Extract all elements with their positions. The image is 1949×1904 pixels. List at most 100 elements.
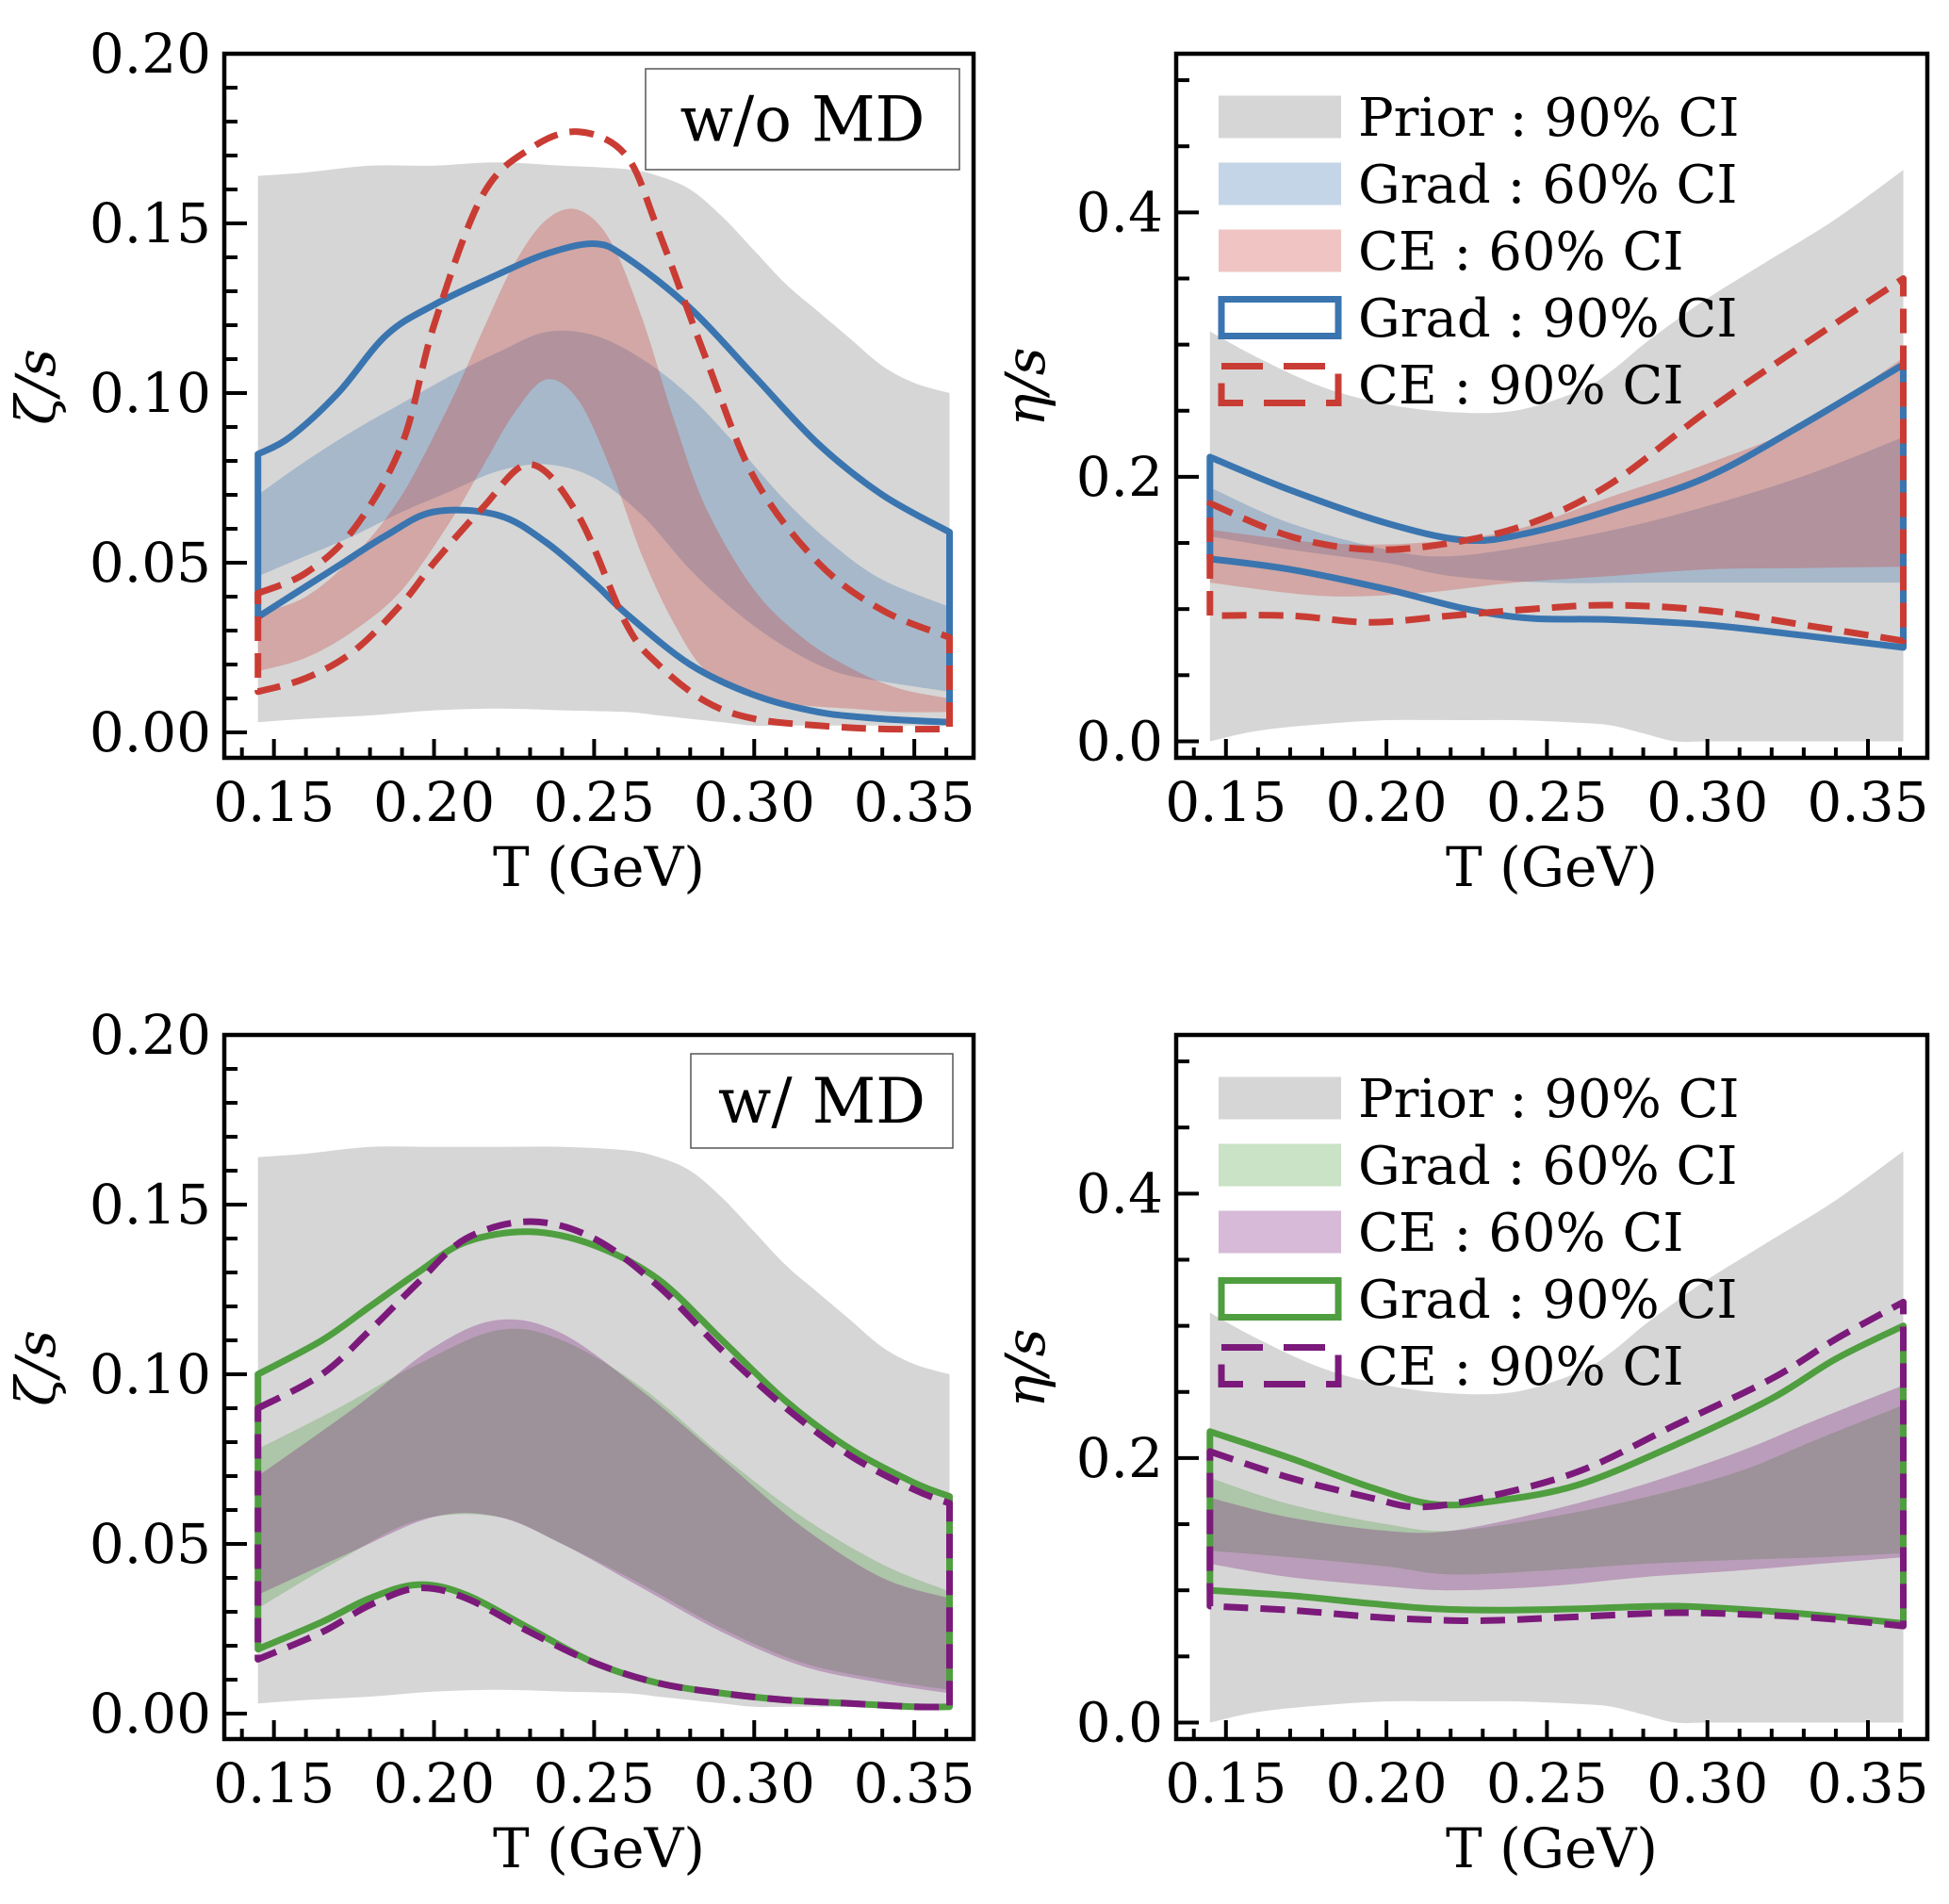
x-tick-label: 0.35: [1807, 1751, 1928, 1815]
legend-label: CE : 90% CI: [1358, 355, 1683, 417]
x-tick-label: 0.35: [854, 1751, 975, 1815]
axes-frame: [221, 1032, 976, 1742]
legend-label: Prior : 90% CI: [1358, 1069, 1740, 1130]
band-ce-60-ci: [257, 208, 950, 713]
plot-area: [1206, 170, 1907, 743]
band-grad-60-ci: [257, 330, 950, 692]
band-ce-60-ci: [1209, 357, 1904, 597]
y-tick-label: 0.05: [90, 1512, 211, 1576]
y-tick-label: 0.0: [1076, 1690, 1163, 1754]
legend-swatch: [1219, 1143, 1341, 1187]
outline-grad-90-ci: [254, 240, 953, 726]
x-tick-label: 0.15: [1165, 1751, 1286, 1815]
x-tick-label: 0.25: [1486, 1751, 1608, 1815]
legend-swatch: [1218, 363, 1342, 406]
x-tick-label: 0.15: [1165, 770, 1286, 834]
y-tick-label: 0.00: [90, 1682, 211, 1746]
legend-item: Grad : 60% CI: [1219, 155, 1737, 216]
plot-area: [1206, 1151, 1907, 1724]
axes-frame: [221, 51, 976, 761]
y-tick-label: 0.10: [90, 361, 211, 425]
x-tick-label: 0.25: [1486, 770, 1608, 834]
plot-area: [254, 1146, 953, 1711]
band-grad-60-ci: [1209, 1404, 1904, 1575]
band-prior-90-ci: [257, 1146, 950, 1708]
outline-ce-90-ci: [254, 1218, 953, 1711]
legend-item: Prior : 90% CI: [1219, 1069, 1740, 1130]
x-tick-label: 0.30: [694, 770, 815, 834]
y-tick-label: 0.20: [90, 22, 211, 86]
annotation-box: [645, 68, 960, 171]
axes-frame: [1173, 51, 1930, 761]
legend-label: Prior : 90% CI: [1358, 88, 1740, 149]
panel-eta-with-md: 0.15 0.20 0.25 0.30 0.35 0.0 0.2 0.4 T (GeV) η/s P…: [993, 1032, 1930, 1880]
legend-label: CE : 60% CI: [1358, 1203, 1683, 1264]
y-axis-label: η/s: [993, 347, 1057, 426]
y-tick-label: 0.2: [1076, 1426, 1163, 1490]
x-tick-label: 0.35: [854, 770, 975, 834]
legend-item: CE : 90% CI: [1218, 1337, 1683, 1398]
legend-label: CE : 90% CI: [1358, 1337, 1683, 1398]
annotation-box: [690, 1053, 954, 1149]
band-grad-60-ci: [257, 1328, 950, 1690]
x-tick-label: 0.20: [1326, 770, 1448, 834]
legend-label: Grad : 90% CI: [1358, 288, 1737, 350]
x-axis-label: T (GeV): [1446, 1816, 1658, 1880]
band-grad-60-ci: [1209, 436, 1904, 583]
legend-item: CE : 60% CI: [1219, 1203, 1683, 1264]
band-prior-90-ci: [1209, 1151, 1904, 1724]
legend-label: Grad : 60% CI: [1358, 155, 1737, 216]
legend-swatch: [1219, 95, 1341, 139]
panel-zeta-without-md: 0.15 0.20 0.25 0.30 0.35 0.00 0.05 0.10 0.15 0.20…: [4, 22, 976, 899]
legend-item: CE : 60% CI: [1219, 222, 1683, 283]
legend-label: Grad : 90% CI: [1358, 1270, 1737, 1331]
legend-item: CE : 90% CI: [1218, 355, 1683, 417]
x-tick-label: 0.20: [1326, 1751, 1448, 1815]
axes-frame: [1173, 1032, 1930, 1742]
band-ce-60-ci: [1209, 1385, 1904, 1591]
x-tick-label: 0.25: [533, 770, 655, 834]
y-tick-label: 0.10: [90, 1342, 211, 1406]
legend-item: Grad : 90% CI: [1218, 1270, 1737, 1331]
legend-swatch: [1218, 296, 1342, 339]
y-tick-label: 0.4: [1076, 1161, 1163, 1225]
x-tick-label: 0.25: [533, 1751, 655, 1815]
x-tick-label: 0.15: [213, 1751, 335, 1815]
outline-ce-90-ci: [1206, 1298, 1907, 1630]
legend-swatch: [1219, 229, 1341, 272]
annotation-label: w/ MD: [718, 1065, 925, 1138]
legend-swatch: [1219, 1210, 1341, 1254]
panel-eta-without-md: 0.15 0.20 0.25 0.30 0.35 0.0 0.2 0.4 T (GeV) η/s P…: [993, 51, 1930, 899]
x-tick-label: 0.30: [694, 1751, 815, 1815]
legend-swatch: [1218, 1344, 1342, 1387]
x-axis-label: T (GeV): [493, 1816, 705, 1880]
x-tick-label: 0.35: [1807, 770, 1928, 834]
x-axis-label: T (GeV): [1446, 835, 1658, 899]
x-tick-label: 0.20: [373, 1751, 495, 1815]
x-tick-label: 0.20: [373, 770, 495, 834]
panel-zeta-with-md: 0.15 0.20 0.25 0.30 0.35 0.00 0.05 0.10 0.15 0.20…: [4, 1003, 976, 1880]
legend-swatch: [1219, 162, 1341, 205]
annotation-label: w/o MD: [680, 84, 925, 156]
legend-label: CE : 60% CI: [1358, 222, 1683, 283]
legend-swatch: [1218, 1277, 1342, 1321]
outline-ce-90-ci: [254, 128, 953, 733]
outline-ce-90-ci: [1206, 275, 1907, 645]
y-tick-label: 0.4: [1076, 180, 1163, 244]
legend-swatch: [1219, 1076, 1341, 1120]
y-tick-label: 0.00: [90, 700, 211, 764]
x-tick-label: 0.30: [1646, 1751, 1768, 1815]
y-axis-label: ζ/s: [4, 349, 68, 425]
legend-item: Grad : 90% CI: [1218, 288, 1737, 350]
y-tick-label: 0.20: [90, 1003, 211, 1067]
x-tick-label: 0.30: [1646, 770, 1768, 834]
band-prior-90-ci: [1209, 170, 1904, 743]
legend-item: Prior : 90% CI: [1219, 88, 1740, 149]
band-ce-60-ci: [257, 1319, 950, 1694]
x-axis-label: T (GeV): [493, 835, 705, 899]
y-tick-label: 0.15: [90, 1173, 211, 1237]
legend-item: Grad : 60% CI: [1219, 1136, 1737, 1197]
